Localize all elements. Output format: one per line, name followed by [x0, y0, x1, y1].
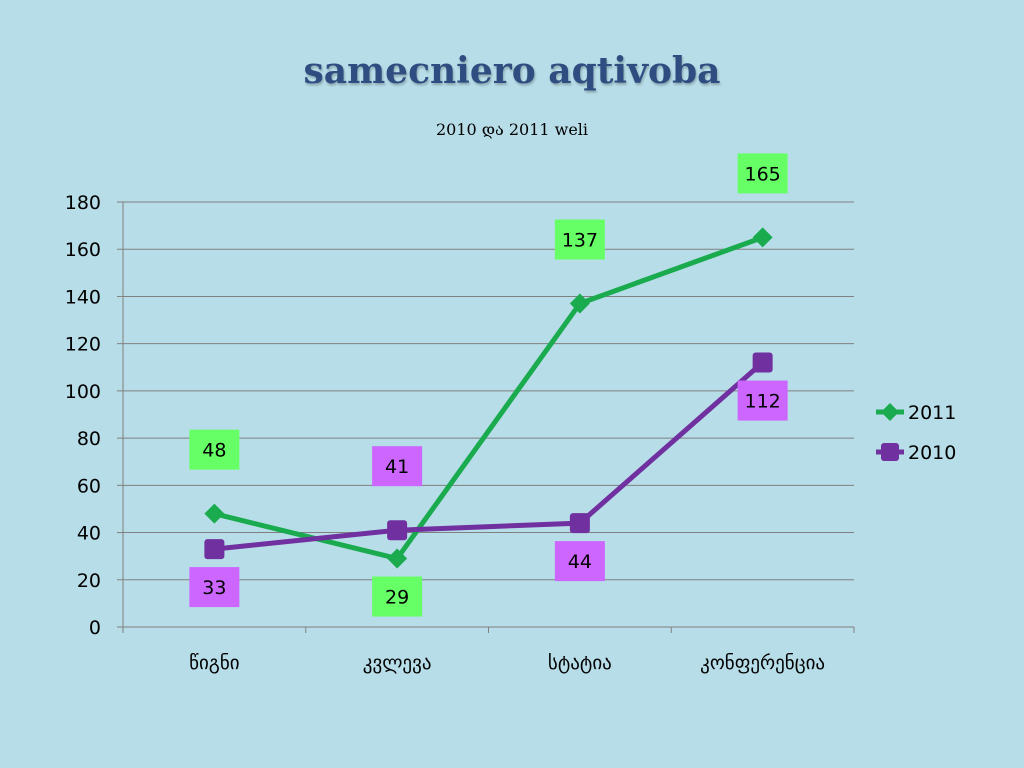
- data-label: 165: [744, 163, 780, 185]
- data-point-2011: [569, 293, 590, 314]
- legend-marker-2011: [881, 403, 899, 421]
- data-point-2010: [752, 352, 773, 373]
- y-tick-label: 100: [65, 381, 101, 403]
- y-tick-label: 40: [77, 523, 101, 545]
- data-point-2010: [569, 513, 590, 534]
- y-tick-label: 0: [89, 617, 101, 639]
- y-tick-label: 80: [77, 428, 101, 450]
- data-label: 48: [202, 440, 226, 462]
- x-tick-label: კონფერენცია: [700, 652, 825, 674]
- data-label-box: [737, 380, 788, 421]
- data-label-box: [737, 153, 788, 194]
- data-label-box: [554, 219, 605, 260]
- legend: 2011 2010: [876, 402, 956, 464]
- legend-marker-2010: [881, 443, 899, 461]
- data-label-box: [372, 446, 423, 487]
- data-point-2011: [752, 227, 773, 248]
- data-point-2011: [204, 503, 225, 524]
- y-tick-label: 180: [65, 192, 101, 214]
- series-line-2011: [213, 235, 764, 562]
- series-line-2010: [214, 360, 765, 552]
- x-tick-label: სტატია: [548, 652, 612, 674]
- chart-subtitle: 2010 და 2011 weli: [435, 120, 589, 139]
- x-axis: წიგნი კვლევა სტატია კონფერენცია: [122, 626, 855, 674]
- data-label: 29: [385, 587, 409, 609]
- y-tick-label: 160: [65, 239, 101, 261]
- data-point-2010: [387, 520, 408, 541]
- data-label-box: [372, 576, 423, 617]
- data-label-box: [189, 429, 240, 470]
- legend-label: 2010: [908, 442, 956, 464]
- x-tick-label: წიგნი: [189, 652, 239, 674]
- y-tick-label: 140: [65, 286, 101, 308]
- data-point-2010: [204, 539, 225, 560]
- data-labels: 48 29 137 165 33 41 44 112: [189, 153, 788, 617]
- y-axis-ticks: 0 20 40 60 80 100 120 140 160 180: [65, 192, 124, 639]
- data-point-2011: [387, 548, 408, 569]
- legend-label: 2011: [908, 402, 956, 424]
- y-tick-label: 60: [77, 475, 101, 497]
- data-label: 33: [202, 577, 226, 599]
- data-label: 112: [744, 391, 780, 413]
- series-lines: [204, 227, 773, 569]
- chart-title: samecniero aqtivoba: [303, 50, 721, 92]
- data-label-box: [554, 541, 605, 582]
- x-tick-label: კვლევა: [363, 652, 432, 674]
- data-label: 137: [562, 230, 598, 252]
- y-tick-label: 20: [77, 570, 101, 592]
- data-label-box: [189, 567, 240, 608]
- data-label: 41: [385, 456, 409, 478]
- y-tick-label: 120: [65, 334, 101, 356]
- data-label: 44: [568, 551, 592, 573]
